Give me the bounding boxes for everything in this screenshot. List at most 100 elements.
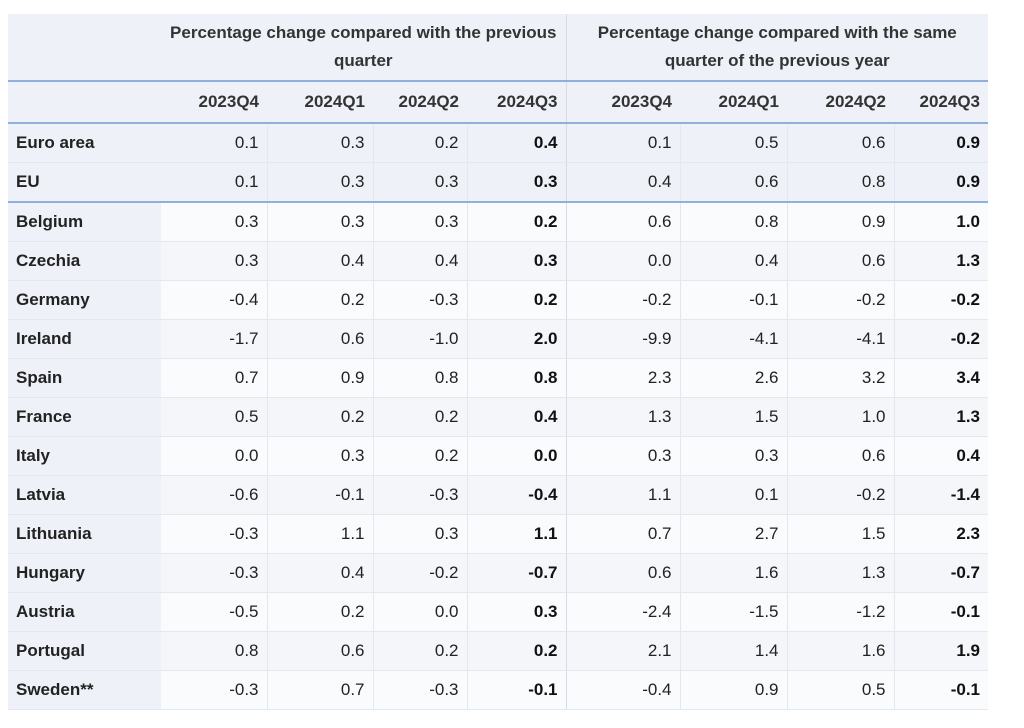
table-row: Ireland -1.7 0.6 -1.0 2.0 -9.9 -4.1 -4.1 -0.2 [8,319,989,359]
value-cell: -0.3 [373,280,468,320]
value-cell: -0.3 [373,475,468,515]
group-header-row: Percentage change compared with the prev… [8,14,989,82]
value-cell: 0.1 [680,475,788,515]
period-header: 2023Q4 [161,81,267,124]
value-cell: 0.4 [894,436,989,476]
value-cell: -0.4 [161,280,268,320]
value-cell: 0.2 [373,123,468,163]
value-cell: 1.1 [467,514,567,554]
value-cell: 0.2 [373,631,468,671]
value-cell: 0.3 [467,592,567,632]
value-cell: 0.5 [680,123,788,163]
value-cell: 0.2 [373,436,468,476]
period-header: 2024Q1 [680,81,787,124]
table-row: Lithuania -0.3 1.1 0.3 1.1 0.7 2.7 1.5 2.3 [8,514,989,554]
value-cell: -0.2 [787,280,895,320]
value-cell: -2.4 [566,592,681,632]
value-cell: 0.4 [467,123,567,163]
value-cell: 0.8 [467,358,567,398]
value-cell: 1.3 [566,397,681,437]
value-cell: 0.8 [161,631,268,671]
country-column-header [8,81,161,124]
value-cell: -0.1 [467,670,567,710]
value-cell: 0.7 [267,670,374,710]
value-cell: 0.2 [467,631,567,671]
value-cell: 0.3 [373,162,468,203]
value-cell: -1.2 [787,592,895,632]
value-cell: -0.1 [894,670,989,710]
value-cell: 0.3 [267,436,374,476]
table-row: Portugal 0.8 0.6 0.2 0.2 2.1 1.4 1.6 1.9 [8,631,989,671]
value-cell: -0.7 [894,553,989,593]
value-cell: 0.5 [787,670,895,710]
value-cell: 0.3 [467,162,567,203]
value-cell: -4.1 [787,319,895,359]
value-cell: 2.3 [894,514,989,554]
value-cell: 0.6 [680,162,788,203]
value-cell: 0.2 [267,592,374,632]
country-name-cell: Austria [8,592,161,632]
value-cell: 0.2 [267,280,374,320]
period-header: 2024Q3 [467,81,567,124]
country-name-cell: Sweden** [8,670,161,710]
gdp-growth-table-container: Percentage change compared with the prev… [8,14,989,710]
value-cell: 0.2 [373,397,468,437]
value-cell: 0.6 [267,631,374,671]
period-header: 2024Q3 [894,81,989,124]
value-cell: -0.4 [566,670,681,710]
value-cell: 0.2 [267,397,374,437]
header-year-on-year: Percentage change compared with the same… [566,14,989,82]
value-cell: 0.5 [161,397,268,437]
table-row: Austria -0.5 0.2 0.0 0.3 -2.4 -1.5 -1.2 -0.1 [8,592,989,632]
country-name-cell: Portugal [8,631,161,671]
country-name-cell: Lithuania [8,514,161,554]
value-cell: -0.4 [467,475,567,515]
value-cell: -0.3 [161,514,268,554]
value-cell: 0.3 [373,202,468,242]
value-cell: 0.9 [680,670,788,710]
table-row: Euro area 0.1 0.3 0.2 0.4 0.1 0.5 0.6 0.9 [8,123,989,163]
value-cell: 1.5 [787,514,895,554]
table-row: Spain 0.7 0.9 0.8 0.8 2.3 2.6 3.2 3.4 [8,358,989,398]
value-cell: -1.4 [894,475,989,515]
value-cell: -1.7 [161,319,268,359]
value-cell: 0.4 [566,162,681,203]
value-cell: -1.0 [373,319,468,359]
value-cell: -0.7 [467,553,567,593]
value-cell: 0.1 [161,123,268,163]
value-cell: 2.6 [680,358,788,398]
table-row: France 0.5 0.2 0.2 0.4 1.3 1.5 1.0 1.3 [8,397,989,437]
gdp-growth-table: Percentage change compared with the prev… [8,14,989,710]
value-cell: 0.8 [787,162,895,203]
value-cell: 0.3 [467,241,567,281]
value-cell: 0.3 [267,202,374,242]
value-cell: -0.2 [373,553,468,593]
value-cell: 1.3 [894,397,989,437]
value-cell: -1.5 [680,592,788,632]
value-cell: 1.6 [680,553,788,593]
value-cell: 0.0 [161,436,268,476]
value-cell: 0.7 [566,514,681,554]
value-cell: -0.5 [161,592,268,632]
value-cell: 0.6 [566,553,681,593]
table-row: Czechia 0.3 0.4 0.4 0.3 0.0 0.4 0.6 1.3 [8,241,989,281]
value-cell: 0.8 [373,358,468,398]
value-cell: 0.6 [267,319,374,359]
value-cell: 0.3 [680,436,788,476]
value-cell: 0.9 [894,123,989,163]
value-cell: 1.9 [894,631,989,671]
period-header: 2024Q2 [373,81,467,124]
table-row: Latvia -0.6 -0.1 -0.3 -0.4 1.1 0.1 -0.2 -1.4 [8,475,989,515]
value-cell: 0.7 [161,358,268,398]
country-name-cell: Belgium [8,202,161,242]
value-cell: -0.1 [680,280,788,320]
value-cell: 0.4 [373,241,468,281]
value-cell: -0.3 [373,670,468,710]
value-cell: 1.1 [267,514,374,554]
value-cell: 0.9 [894,162,989,203]
country-name-cell: EU [8,162,161,203]
country-name-cell: Latvia [8,475,161,515]
country-name-cell: Spain [8,358,161,398]
country-name-cell: Germany [8,280,161,320]
country-name-cell: Italy [8,436,161,476]
